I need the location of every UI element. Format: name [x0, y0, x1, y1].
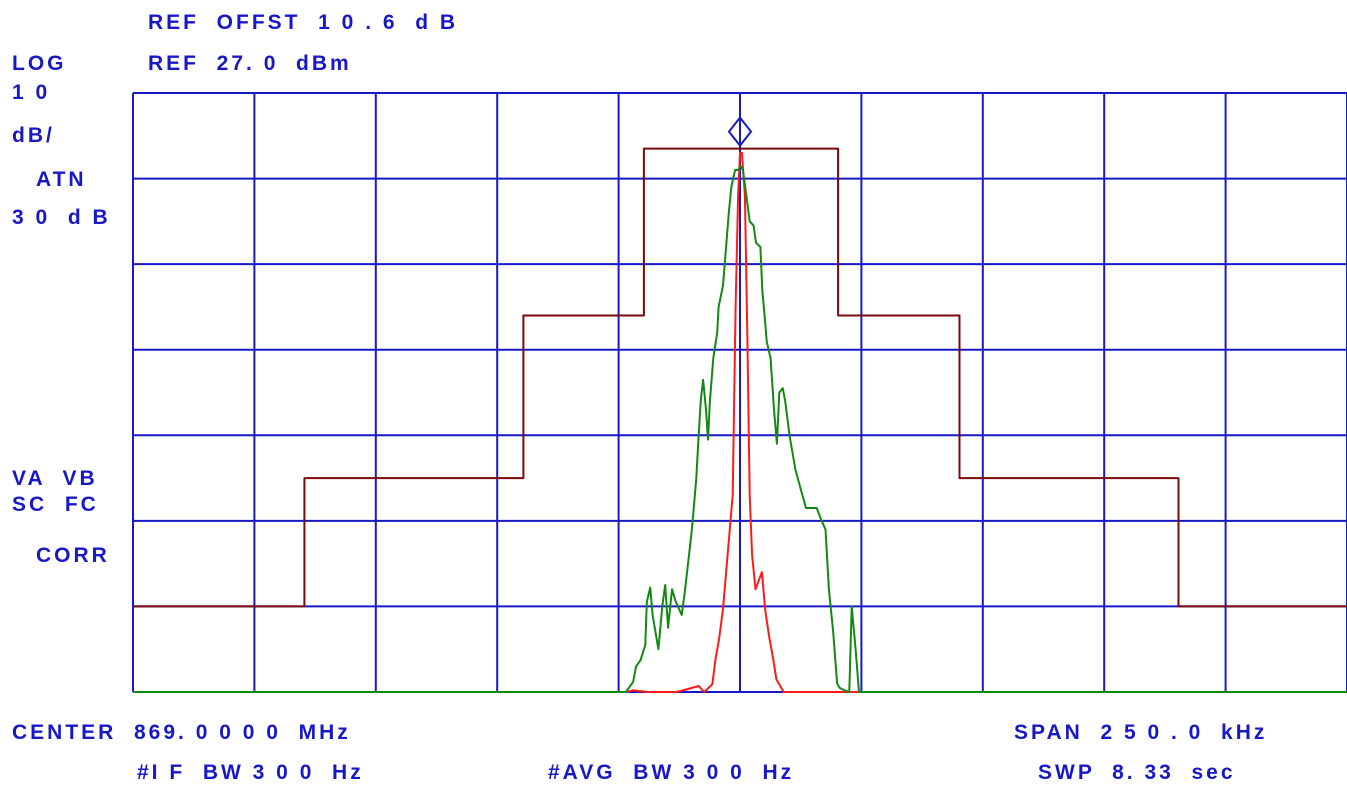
trace-trace-avg — [133, 164, 1347, 693]
trace-mask — [133, 147, 1347, 608]
ref-level-label: REF 27. 0 dBm — [148, 52, 352, 75]
ref-offset-label: REF OFFST 1 0 . 6 d B — [148, 11, 459, 34]
trace-layer — [133, 147, 1347, 693]
avg-bandwidth-label: #AVG BW 3 0 0 Hz — [548, 761, 795, 784]
scale-unit-label: dB/ — [12, 124, 55, 147]
graticule — [132, 92, 1347, 693]
attenuation-label: ATN — [36, 168, 87, 191]
trace-mode-label: VA VB — [12, 467, 98, 490]
marker-diamond-icon — [727, 116, 753, 148]
scale-mode-label: LOG — [12, 52, 67, 75]
if-bandwidth-label: #I F BW 3 0 0 Hz — [137, 761, 364, 784]
trace-mode-label-2: SC FC — [12, 493, 99, 516]
scale-value-label: 1 0 — [12, 81, 51, 104]
correction-label: CORR — [36, 544, 110, 567]
sweep-time-label: SWP 8. 33 sec — [1038, 761, 1236, 784]
span-label: SPAN 2 5 0 . 0 kHz — [1014, 721, 1268, 744]
marker-layer — [727, 116, 753, 148]
trace-trace-max — [133, 151, 1347, 693]
center-frequency-label: CENTER 869. 0 0 0 0 MHz — [12, 721, 351, 744]
attenuation-value: 3 0 d B — [12, 206, 111, 229]
